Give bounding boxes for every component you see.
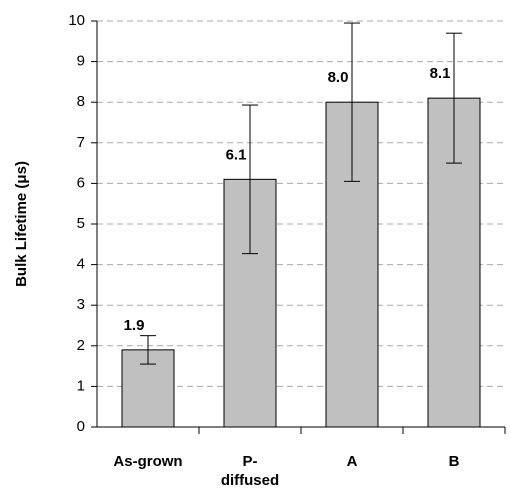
value-label: 8.0: [328, 69, 349, 86]
y-tick-label: 2: [77, 337, 85, 354]
x-tick-label: A: [346, 453, 358, 470]
value-label: 6.1: [226, 146, 247, 163]
y-tick-label: 5: [77, 215, 85, 232]
y-tick-label: 0: [77, 418, 85, 435]
value-label: 8.1: [430, 65, 451, 82]
value-label: 1.9: [124, 317, 145, 334]
y-tick-label: 10: [68, 12, 85, 29]
x-tick-label: P- diffused: [220, 453, 280, 489]
y-tick-label: 7: [77, 134, 85, 151]
y-axis-label: Bulk Lifetime (μs): [13, 161, 30, 287]
y-tick-label: 1: [77, 377, 85, 394]
y-tick-label: 3: [77, 296, 85, 313]
y-tick-label: 8: [77, 93, 85, 110]
y-tick-label: 6: [77, 174, 85, 191]
y-tick-label: 4: [77, 256, 85, 273]
x-tick-label: As-grown: [113, 453, 183, 470]
x-tick-label: B: [448, 453, 460, 470]
y-tick-label: 9: [77, 53, 85, 70]
